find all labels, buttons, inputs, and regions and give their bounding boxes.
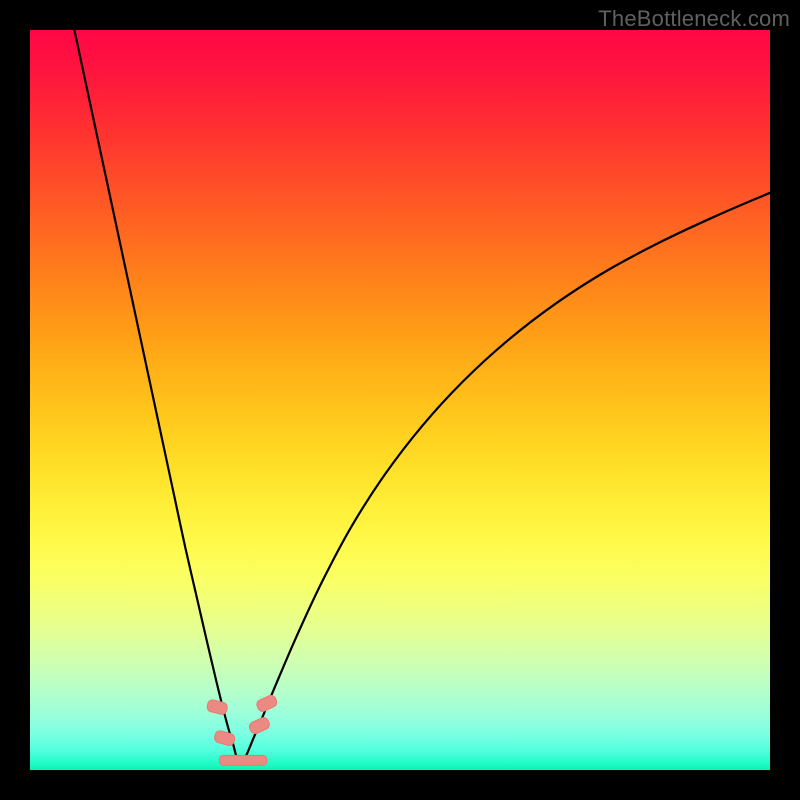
chart-root: TheBottleneck.com — [0, 0, 800, 800]
chart-svg — [30, 30, 770, 770]
gradient-background — [30, 30, 770, 770]
watermark-text: TheBottleneck.com — [598, 6, 790, 32]
plot-area — [30, 30, 770, 770]
marker-baseline — [219, 755, 266, 765]
